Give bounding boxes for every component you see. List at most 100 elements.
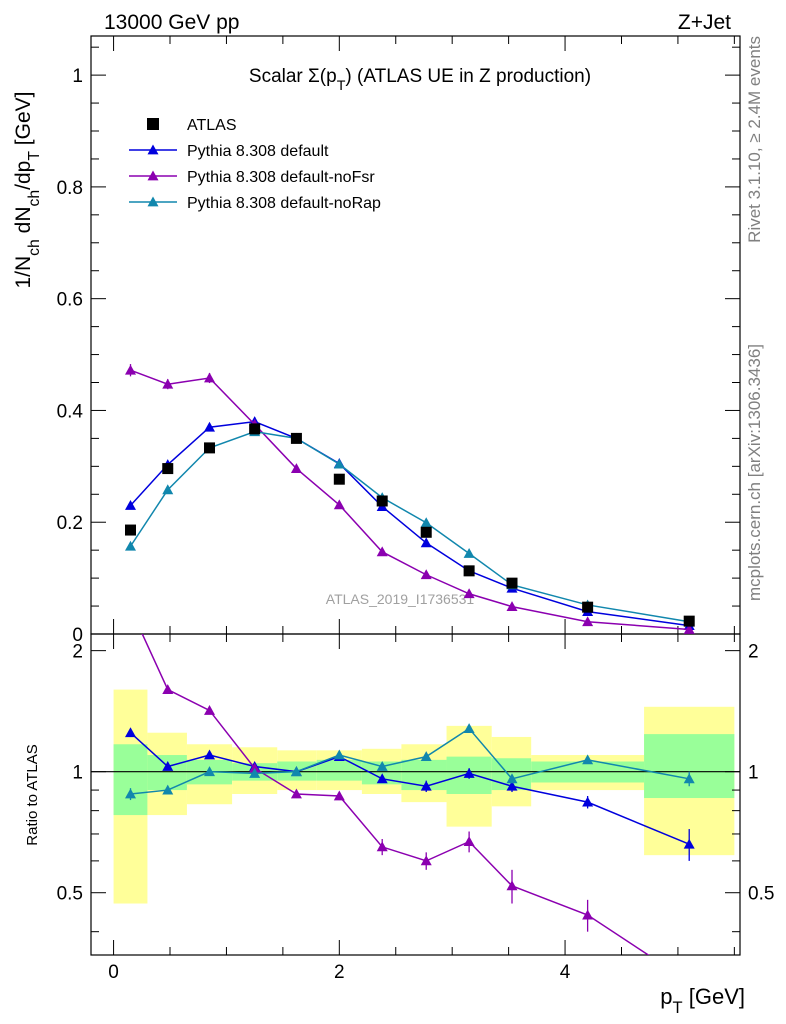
series-point: [683, 624, 695, 634]
legend-label: ATLAS: [187, 117, 237, 134]
reference-point: [249, 423, 261, 435]
legend: ATLAS Pythia 8.308 default Pythia 8.308 de…: [129, 117, 381, 212]
reference-point: [204, 442, 216, 454]
legend-marker: [147, 170, 159, 181]
series-point: [125, 540, 137, 551]
band-inner: [316, 759, 362, 781]
series-point: [204, 421, 216, 432]
ratio-point: [582, 754, 594, 765]
ratio-series: [125, 603, 695, 955]
series-point: [420, 569, 432, 580]
main-ticks: 00.20.40.60.810 2 4: [57, 36, 740, 983]
legend-marker: [147, 144, 159, 155]
series-point: [420, 537, 432, 548]
ratio-tick-label: 0.5: [57, 884, 83, 905]
side-label-mcplots: mcplots.cern.ch [arXiv:1306.3436]: [745, 344, 764, 601]
ratio-point: [249, 767, 261, 778]
ratio-point: [204, 749, 216, 760]
band-inner: [361, 761, 402, 785]
series-point: [333, 458, 345, 469]
ratio-point: [125, 788, 137, 799]
series-point: [376, 546, 388, 557]
ratio-tick-label-right: 1: [748, 763, 759, 784]
legend-entry: Pythia 8.308 default: [129, 143, 329, 160]
ratio-tick-label-right: 2: [748, 642, 759, 663]
ratio-point: [463, 723, 475, 733]
reference-point: [125, 524, 137, 536]
ratio-point: [506, 780, 518, 791]
y-tick-label: 0.6: [57, 290, 83, 311]
y-tick-label: 0.2: [57, 513, 83, 534]
watermark-group: ATLAS_2019_I1736531: [326, 591, 475, 607]
series-point: [162, 378, 174, 389]
ratio-point: [333, 749, 345, 760]
legend-label: Pythia 8.308 default-noRap: [187, 195, 381, 212]
series-point: [125, 499, 137, 510]
reference-point: [290, 432, 302, 444]
ratio-point: [420, 751, 432, 762]
ratio-tick-label: 1: [72, 763, 83, 784]
ratio-point: [582, 796, 594, 807]
series-main-1: [125, 364, 695, 634]
ratio-point: [125, 603, 136, 613]
x-tick-label: 2: [334, 962, 345, 983]
x-tick-label: 0: [108, 962, 119, 983]
ratio-plot-frame: [90, 633, 741, 956]
series-point: [125, 364, 137, 375]
ratio-point: [204, 766, 216, 777]
reference-point: [463, 565, 475, 577]
reference-point: [420, 526, 432, 538]
ratio-point: [376, 841, 388, 852]
ratio-ticks: 0.5 0.5 1 1 2 2: [57, 642, 774, 933]
reference-points: [125, 423, 695, 627]
legend-entry: Pythia 8.308 default-noFsr: [129, 169, 375, 186]
side-label-rivet: Rivet 3.1.10, ≥ 2.4M events: [745, 36, 764, 243]
ratio-point: [420, 780, 432, 791]
header-right: Z+Jet: [678, 11, 731, 34]
series-point: [463, 548, 475, 558]
ratio-point: [463, 836, 475, 847]
y-tick-label: 1: [72, 66, 83, 87]
legend-marker: [147, 196, 159, 207]
ratio-point: [204, 704, 216, 715]
ratio-point: [162, 761, 174, 771]
ratio-point: [463, 767, 475, 778]
series-point: [463, 588, 475, 599]
reference-point: [506, 577, 518, 589]
ratio-point: [420, 855, 432, 866]
series-line: [129, 420, 690, 627]
header-left: 13000 GeV pp: [104, 11, 239, 34]
legend-label: Pythia 8.308 default: [187, 143, 329, 160]
ratio-bands: [113, 689, 735, 904]
ratio-line: [141, 634, 650, 955]
ratio-point: [506, 773, 518, 784]
reference-point: [162, 463, 174, 475]
band-inner: [113, 744, 148, 816]
chart-title: Scalar Σ(pT) (ATLAS UE in Z production): [249, 66, 591, 94]
ratio-tick-label: 2: [72, 642, 83, 663]
ratio-tick-label-right: 0.5: [748, 884, 774, 905]
legend-entry: Pythia 8.308 default-noRap: [129, 195, 381, 212]
ratio-point: [333, 790, 345, 801]
reference-point: [376, 495, 388, 507]
reference-point: [683, 615, 695, 627]
x-axis-label: pT [GeV]: [660, 984, 745, 1017]
reference-point: [333, 473, 345, 485]
ratio-point: [249, 762, 261, 773]
series-point: [506, 601, 518, 612]
ratio-point: [683, 838, 695, 849]
legend-marker: [147, 118, 159, 130]
legend-entry: ATLAS: [147, 117, 237, 134]
ratio-point: [582, 909, 594, 920]
series-point: [204, 372, 216, 383]
watermark: ATLAS_2019_I1736531: [326, 591, 475, 607]
series-line: [130, 369, 690, 631]
series-point: [162, 484, 174, 495]
band-inner: [644, 734, 735, 799]
ratio-point: [506, 880, 518, 891]
series-point: [420, 517, 432, 528]
ratio-y-axis-label: Ratio to ATLAS: [24, 744, 41, 845]
ratio-line: [130, 727, 690, 795]
y-tick-label: 0: [72, 625, 83, 646]
